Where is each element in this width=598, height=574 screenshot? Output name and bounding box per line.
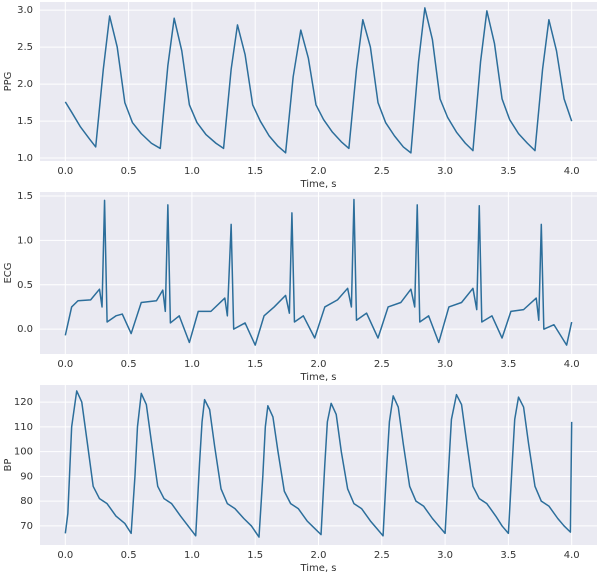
y-tick-label: 90 xyxy=(20,471,33,482)
x-tick-label: 4.0 xyxy=(564,166,580,177)
x-tick-label: 2.5 xyxy=(374,550,390,561)
x-tick-label: 1.5 xyxy=(247,166,263,177)
x-tick-label: 1.0 xyxy=(184,166,200,177)
x-tick-label: 4.0 xyxy=(564,550,580,561)
x-tick-label: 0.0 xyxy=(57,550,73,561)
y-tick-label: 0.5 xyxy=(17,280,33,291)
x-tick-label: 0.0 xyxy=(57,359,73,370)
x-tick-label: 2.0 xyxy=(311,550,327,561)
y-tick-label: 1.0 xyxy=(17,153,33,164)
x-tick-label: 1.0 xyxy=(184,550,200,561)
y-tick-label: 1.5 xyxy=(17,116,33,127)
y-tick-label: 0.0 xyxy=(17,324,33,335)
x-tick-label: 1.0 xyxy=(184,359,200,370)
x-tick-label: 3.5 xyxy=(500,359,516,370)
x-tick-label: 1.5 xyxy=(247,550,263,561)
y-axis-label: ECG xyxy=(3,262,14,283)
x-axis-label: Time, s xyxy=(299,179,336,190)
y-tick-label: 3.0 xyxy=(17,5,33,16)
y-tick-label: 1.0 xyxy=(17,235,33,246)
x-tick-label: 0.5 xyxy=(121,166,137,177)
x-tick-label: 0.5 xyxy=(121,550,137,561)
x-tick-label: 3.0 xyxy=(437,550,453,561)
line xyxy=(64,7,573,154)
x-tick-label: 1.5 xyxy=(247,359,263,370)
x-tick-label: 2.5 xyxy=(374,359,390,370)
x-tick-label: 3.5 xyxy=(500,166,516,177)
x-tick-label: 2.0 xyxy=(311,359,327,370)
y-tick-label: 110 xyxy=(14,422,33,433)
line xyxy=(64,390,573,538)
x-axis-label: Time, s xyxy=(299,372,336,383)
x-tick-label: 4.0 xyxy=(564,359,580,370)
y-tick-label: 2.5 xyxy=(17,42,33,53)
x-tick-label: 0.0 xyxy=(57,166,73,177)
y-tick-label: 80 xyxy=(20,496,33,507)
x-tick-label: 0.5 xyxy=(121,359,137,370)
x-tick-label: 2.0 xyxy=(311,166,327,177)
x-tick-label: 3.5 xyxy=(500,550,516,561)
y-axis-label: PPG xyxy=(3,72,14,92)
y-tick-label: 70 xyxy=(20,521,33,532)
x-tick-label: 2.5 xyxy=(374,166,390,177)
y-tick-label: 100 xyxy=(14,447,33,458)
x-tick-label: 3.0 xyxy=(437,166,453,177)
y-tick-label: 120 xyxy=(14,397,33,408)
y-tick-label: 2.0 xyxy=(17,79,33,90)
line xyxy=(64,198,573,346)
y-axis-label: BP xyxy=(3,459,14,472)
x-tick-label: 3.0 xyxy=(437,359,453,370)
y-tick-label: 1.5 xyxy=(17,191,33,202)
x-axis-label: Time, s xyxy=(299,563,336,574)
